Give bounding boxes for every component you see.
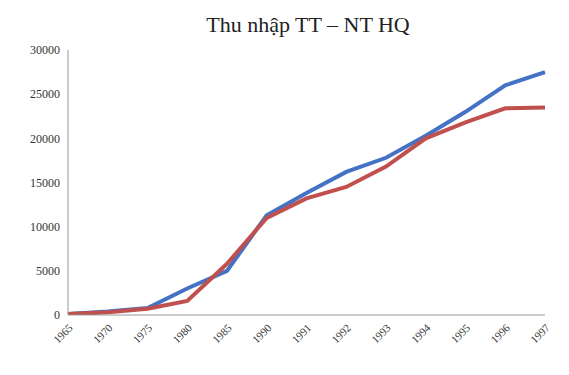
svg-text:1975: 1975	[130, 321, 154, 345]
svg-text:1993: 1993	[369, 321, 393, 345]
svg-text:10000: 10000	[30, 220, 60, 234]
svg-text:1992: 1992	[329, 321, 353, 345]
svg-text:20000: 20000	[30, 132, 60, 146]
svg-text:30000: 30000	[30, 43, 60, 57]
svg-text:1980: 1980	[170, 321, 194, 345]
html-text:Thu nhập TT – NT HQ: Thu nhập TT – NT HQ	[206, 12, 410, 37]
svg-text:1990: 1990	[250, 321, 274, 345]
svg-text:0: 0	[54, 308, 60, 322]
svg-text:1997: 1997	[528, 321, 552, 345]
svg-text:1995: 1995	[448, 321, 472, 345]
svg-text:25000: 25000	[30, 87, 60, 101]
svg-text:1970: 1970	[91, 321, 115, 345]
svg-text:1991: 1991	[289, 321, 313, 345]
svg-text:1985: 1985	[210, 321, 234, 345]
svg-text:1996: 1996	[488, 321, 512, 345]
svg-text:15000: 15000	[30, 176, 60, 190]
svg-text:1965: 1965	[51, 321, 75, 345]
svg-text:1994: 1994	[409, 321, 433, 345]
svg-text:5000: 5000	[36, 264, 60, 278]
